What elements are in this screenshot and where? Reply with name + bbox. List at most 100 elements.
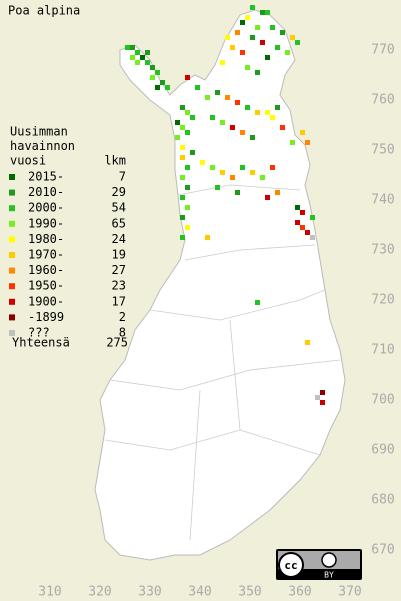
observation-square: [240, 130, 245, 135]
observation-square: [190, 150, 195, 155]
observation-square: [295, 205, 300, 210]
observation-square: [260, 175, 265, 180]
legend-total: 275: [106, 336, 128, 350]
legend-swatch: [9, 330, 15, 336]
legend-swatch: [9, 267, 15, 274]
observation-square: [240, 20, 245, 25]
cc-logo: cc: [284, 559, 297, 572]
observation-square: [180, 105, 185, 110]
legend-count: 2: [119, 310, 126, 324]
observation-square: [175, 120, 180, 125]
observation-square: [290, 140, 295, 145]
province-borders: [104, 184, 341, 541]
legend-swatch: [9, 189, 15, 196]
observation-square: [220, 120, 225, 125]
x-tick-label: 340: [188, 585, 211, 600]
by-icon: [321, 552, 337, 568]
observation-square: [155, 70, 160, 75]
y-tick-label: 770: [371, 43, 394, 58]
observation-square: [305, 340, 310, 345]
observation-square: [245, 65, 250, 70]
observation-square: [180, 215, 185, 220]
legend-count: 8: [119, 326, 126, 340]
y-tick-label: 720: [371, 293, 394, 308]
observation-square: [295, 40, 300, 45]
legend-count: 24: [112, 232, 126, 246]
license-badge: cc BY: [276, 549, 362, 580]
legend-count: 7: [119, 170, 126, 184]
observation-square: [175, 135, 180, 140]
legend-label: 1950-: [28, 279, 64, 293]
observation-square: [180, 145, 185, 150]
legend-swatch: [9, 298, 15, 305]
observation-square: [230, 45, 235, 50]
y-tick-label: 750: [371, 143, 394, 158]
observation-square: [285, 50, 290, 55]
legend-count: 17: [112, 294, 126, 308]
observation-square: [180, 155, 185, 160]
legend-label: 2000-: [28, 201, 64, 215]
observation-square: [260, 40, 265, 45]
observation-square: [225, 35, 230, 40]
legend-label: -1899: [28, 310, 64, 324]
legend-count: 29: [112, 185, 126, 199]
observation-square: [135, 60, 140, 65]
observation-square: [180, 175, 185, 180]
x-tick-label: 330: [138, 585, 161, 600]
observation-square: [160, 80, 165, 85]
observation-square: [130, 55, 135, 60]
legend-swatch: [9, 283, 15, 290]
observation-square: [185, 225, 190, 230]
observation-square: [180, 235, 185, 240]
x-tick-label: 320: [88, 585, 111, 600]
observation-square: [185, 110, 190, 115]
observation-square: [275, 190, 280, 195]
observation-square: [185, 130, 190, 135]
observation-square: [250, 135, 255, 140]
legend-count: 19: [112, 248, 126, 262]
observation-square: [150, 65, 155, 70]
y-tick-label: 740: [371, 193, 394, 208]
badge-label: BY: [324, 571, 334, 580]
legend-heading: Uusimman: [10, 125, 68, 139]
observation-square: [245, 105, 250, 110]
legend-label: 1970-: [28, 248, 64, 262]
observation-square: [255, 25, 260, 30]
observation-square: [245, 15, 250, 20]
legend-swatch: [9, 314, 15, 321]
legend-swatch: [9, 220, 15, 227]
observation-square: [185, 185, 190, 190]
observation-square: [270, 25, 275, 30]
legend-label: 1900-: [28, 294, 64, 308]
y-tick-label: 680: [371, 493, 394, 508]
observation-square: [125, 45, 130, 50]
observation-square: [320, 390, 325, 395]
observation-square: [270, 165, 275, 170]
observation-square: [250, 170, 255, 175]
observation-square: [165, 85, 170, 90]
y-tick-label: 730: [371, 243, 394, 258]
observation-square: [180, 125, 185, 130]
observation-square: [250, 35, 255, 40]
observation-square: [200, 160, 205, 165]
observation-square: [260, 10, 265, 15]
observation-square: [135, 50, 140, 55]
observation-square: [275, 105, 280, 110]
observation-square: [215, 185, 220, 190]
observation-square: [250, 5, 255, 10]
observation-square: [155, 85, 160, 90]
observation-square: [185, 165, 190, 170]
y-tick-label: 700: [371, 393, 394, 408]
observation-square: [235, 30, 240, 35]
observation-square: [300, 130, 305, 135]
legend-label: 1960-: [28, 263, 64, 277]
y-tick-label: 690: [371, 443, 394, 458]
observation-square: [320, 400, 325, 405]
legend-count: 23: [112, 279, 126, 293]
x-tick-label: 360: [288, 585, 311, 600]
observation-square: [265, 110, 270, 115]
observation-square: [270, 115, 275, 120]
x-tick-label: 310: [38, 585, 61, 600]
observation-square: [205, 95, 210, 100]
